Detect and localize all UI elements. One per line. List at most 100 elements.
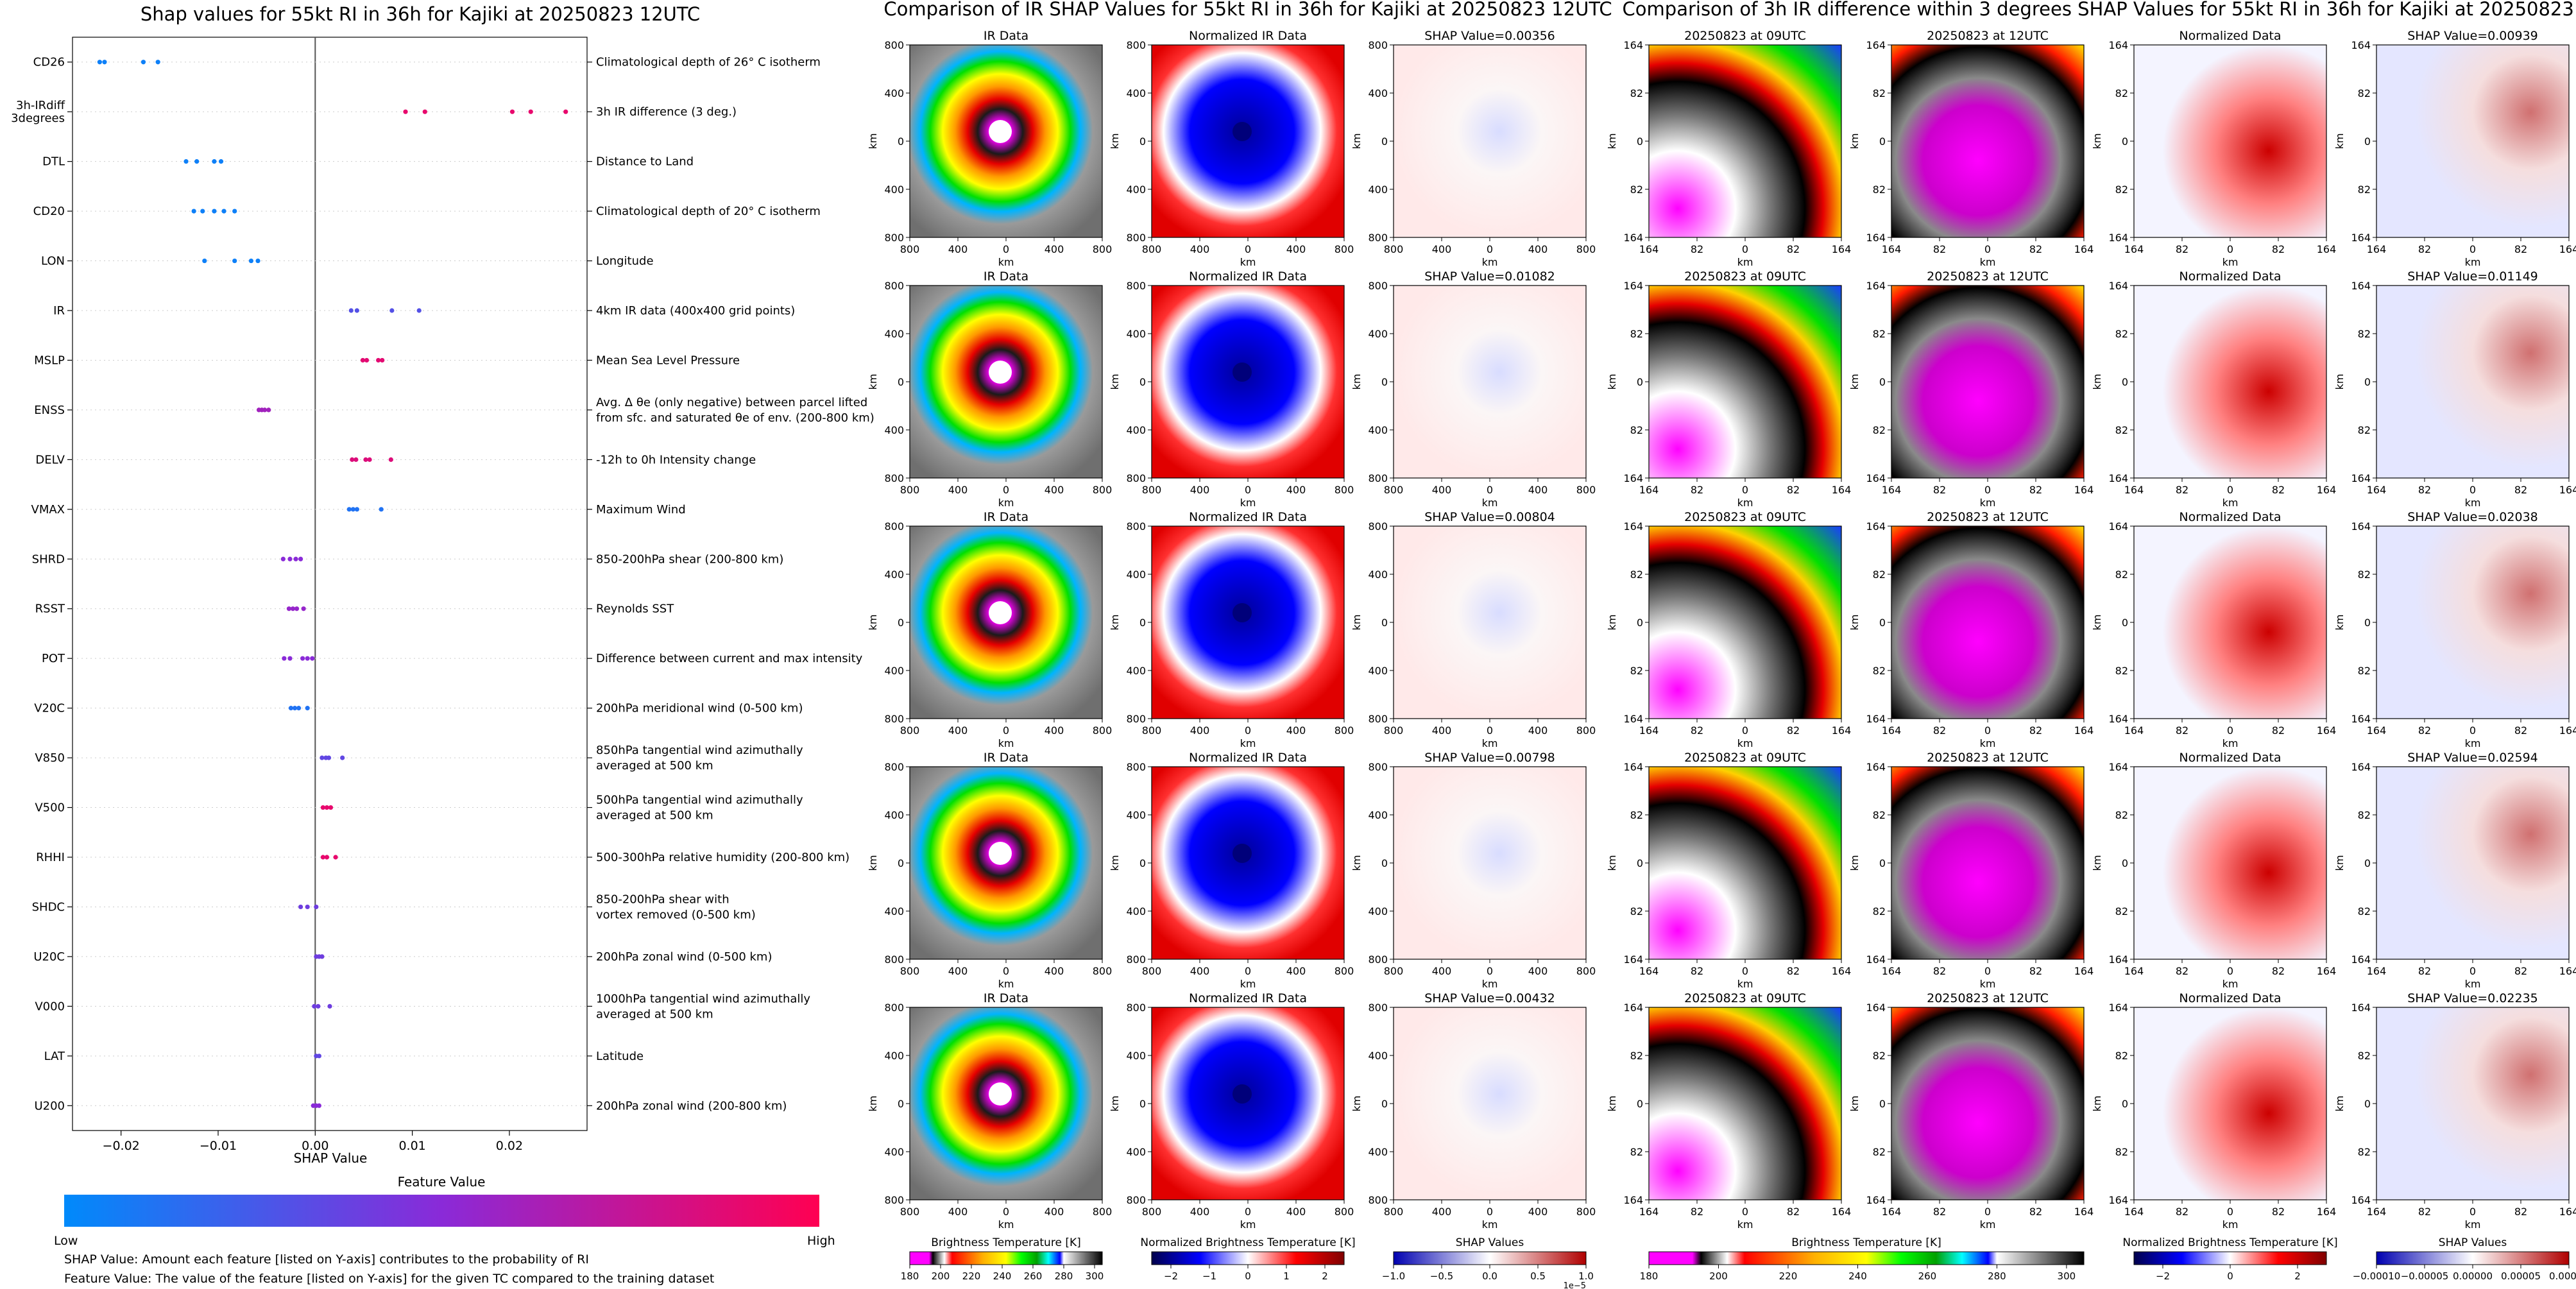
- x-tick-label: 164: [1639, 243, 1659, 255]
- x-tick-label: 800: [900, 243, 920, 255]
- heatmap-image: [1394, 526, 1586, 719]
- x-tick-label: 82: [1787, 243, 1800, 255]
- y-tick-label: 164: [2108, 953, 2128, 966]
- y-tick-label: 0: [1381, 1098, 1388, 1110]
- colorbar-tick-label: 240: [993, 1270, 1012, 1282]
- x-tick-label: 0: [2469, 724, 2476, 737]
- x-tick-label: 82: [1787, 965, 1800, 977]
- shap-plot-frame: [72, 37, 588, 1131]
- x-tick-label: 164: [2124, 965, 2144, 977]
- x-axis-label: km: [998, 256, 1014, 268]
- y-axis-label: km: [1606, 855, 1618, 871]
- y-axis-label: km: [1606, 133, 1618, 149]
- colorbar-tick-label: 220: [1779, 1270, 1798, 1282]
- shap-point: [360, 357, 366, 363]
- shap-point: [183, 159, 189, 164]
- x-axis-label: km: [998, 1218, 1014, 1231]
- x-tick-label: 0: [1245, 724, 1251, 737]
- y-tick-label: 164: [2351, 472, 2371, 484]
- y-tick-label: 800: [884, 472, 904, 484]
- heatmap-image: [2134, 286, 2326, 478]
- feature-name: POT: [42, 652, 65, 665]
- x-tick-label: 400: [1286, 965, 1306, 977]
- storm-eye: [989, 842, 1012, 865]
- heatmap-image: [2134, 45, 2326, 237]
- shap-axes: −0.02 −0.01 0.00 0.01 0.02 CD26 Climatological…: [11, 37, 874, 1153]
- colorbar-tick-label: −0.5: [1430, 1270, 1453, 1282]
- x-tick-label: 0: [1742, 724, 1748, 737]
- colorbar-tick-label: −0.00005: [2401, 1270, 2449, 1282]
- feature-name: V500: [35, 801, 65, 815]
- left-panel-title: Shap values for 55kt RI in 36h for Kajik…: [141, 3, 700, 25]
- shap-point: [416, 308, 422, 313]
- y-axis-label: km: [1109, 1096, 1121, 1112]
- colorbar-label: Normalized Brightness Temperature [K]: [2122, 1236, 2337, 1249]
- x-tick-label: 82: [2029, 965, 2042, 977]
- y-axis-label: km: [867, 855, 879, 871]
- shap-point: [141, 60, 146, 65]
- y-tick-label: 0: [1637, 857, 1643, 869]
- x-tick-label: 82: [1691, 243, 1703, 255]
- x-tick-label: 400: [1528, 724, 1548, 737]
- shap-point: [528, 109, 533, 114]
- x-tick-label: 800: [1142, 1206, 1162, 1218]
- y-axis-label: km: [2091, 374, 2103, 390]
- x-tick-label: 0: [1003, 965, 1009, 977]
- colorbar-tick-label: −2: [1164, 1270, 1178, 1282]
- y-axis-label: km: [1351, 855, 1363, 871]
- x-tick-label: 82: [2418, 724, 2431, 737]
- x-tick-label: 0: [2227, 965, 2233, 977]
- storm-eye: [989, 361, 1012, 384]
- x-tick-label: 0: [1984, 484, 1991, 496]
- y-tick-label: 82: [2358, 328, 2371, 340]
- x-tick-label: 0: [1984, 243, 1991, 255]
- x-tick-label: 400: [1432, 1206, 1452, 1218]
- y-tick-label: 164: [1866, 1002, 1886, 1014]
- x-tick-label: 0.02: [496, 1139, 523, 1153]
- feature-name: DTL: [42, 155, 65, 169]
- y-axis-label: km: [1109, 133, 1121, 149]
- y-tick-label: 82: [2115, 328, 2128, 340]
- shap-point: [294, 606, 300, 611]
- y-tick-label: 82: [1873, 568, 1886, 581]
- y-tick-label: 82: [1630, 568, 1643, 581]
- y-tick-label: 82: [1873, 665, 1886, 677]
- x-tick-label: 800: [1576, 484, 1596, 496]
- shap-point: [350, 457, 355, 462]
- shap-point: [232, 209, 237, 214]
- x-tick-label: 0: [2469, 965, 2476, 977]
- x-tick-label: 164: [2559, 484, 2576, 496]
- y-tick-label: 0: [2122, 617, 2128, 629]
- x-tick-label: 164: [2317, 965, 2337, 977]
- x-axis-label: km: [2222, 1218, 2239, 1231]
- x-tick-label: 82: [1933, 243, 1946, 255]
- y-tick-label: 0: [898, 1098, 904, 1110]
- y-tick-label: 0: [898, 617, 904, 629]
- feature-name: V20C: [34, 702, 65, 715]
- y-axis-label: km: [1848, 615, 1861, 631]
- shap-point: [280, 556, 286, 561]
- y-axis-label: km: [1606, 374, 1618, 390]
- subplot-title: 20250823 at 12UTC: [1927, 991, 2049, 1005]
- x-tick-label: 0: [1245, 484, 1251, 496]
- x-tick-label: 82: [2272, 724, 2285, 737]
- colorbar-tick-label: 180: [901, 1270, 919, 1282]
- y-tick-label: 82: [1630, 1146, 1643, 1158]
- x-axis-label: km: [1980, 737, 1996, 749]
- x-tick-label: 82: [2176, 724, 2188, 737]
- shap-xlabel: SHAP Value: [294, 1150, 368, 1166]
- subplot-title: SHAP Value=0.00432: [1424, 991, 1555, 1005]
- y-tick-label: 0: [1637, 376, 1643, 388]
- x-tick-label: 82: [2418, 1206, 2431, 1218]
- x-tick-label: 400: [1528, 1206, 1548, 1218]
- colorbar-label: Brightness Temperature [K]: [1791, 1236, 1941, 1249]
- x-tick-label: 82: [2418, 965, 2431, 977]
- x-tick-label: 164: [1832, 965, 1852, 977]
- y-tick-label: 400: [884, 568, 904, 581]
- x-tick-label: 82: [2514, 484, 2527, 496]
- subplot-title: IR Data: [984, 29, 1028, 43]
- x-axis-label: km: [2465, 1218, 2481, 1231]
- x-tick-label: 400: [948, 1206, 968, 1218]
- x-tick-label: 164: [2074, 484, 2094, 496]
- y-tick-label: 164: [2108, 1002, 2128, 1014]
